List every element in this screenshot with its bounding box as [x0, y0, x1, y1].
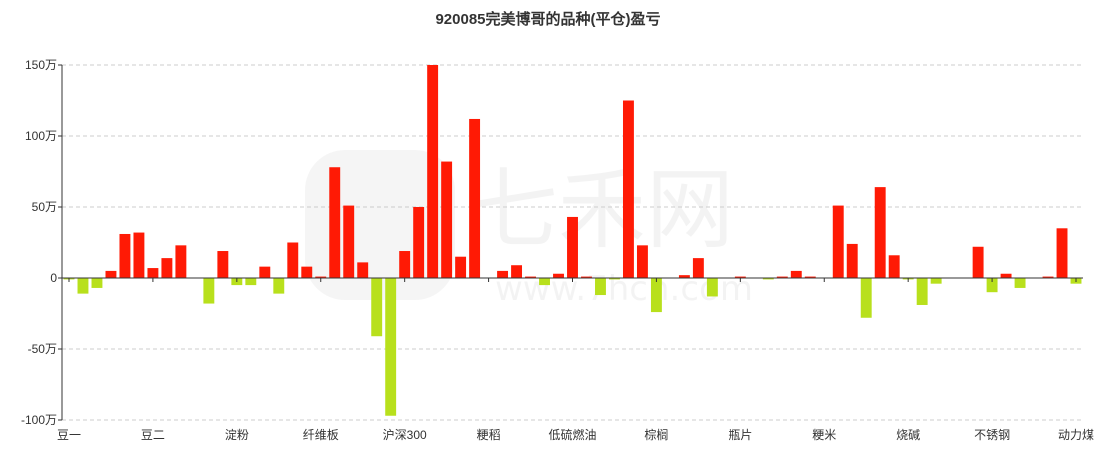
y-tick-label: 0: [50, 271, 57, 285]
bar: [622, 100, 634, 278]
x-tick-label: 沪深300: [383, 428, 427, 442]
bar: [245, 278, 257, 286]
x-tick-label: 低硫燃油: [548, 427, 596, 442]
watermark-brand: 七禾网: [470, 158, 734, 261]
y-tick-label: -50万: [28, 342, 57, 356]
bar: [497, 270, 509, 278]
bar: [1056, 228, 1068, 278]
bar: [581, 276, 592, 278]
bar: [609, 278, 620, 280]
bar: [399, 251, 411, 278]
bar: [595, 278, 606, 296]
bar: [706, 278, 718, 297]
bar: [986, 278, 998, 293]
bar: [315, 276, 327, 278]
x-tick-label: 不锈钢: [974, 428, 1010, 442]
bar: [636, 245, 648, 278]
bar: [119, 233, 131, 278]
bar: [259, 266, 271, 278]
chart-title: 920085完美博哥的品种(平仓)盈亏: [435, 11, 661, 28]
bar: [762, 278, 774, 280]
x-tick-label: 纤维板: [303, 428, 339, 442]
bar: [413, 207, 425, 278]
bar: [846, 243, 858, 278]
bar: [553, 273, 564, 278]
bar: [91, 278, 103, 288]
x-tick-label: 粳米: [812, 428, 836, 442]
bar: [385, 278, 397, 416]
bar: [133, 232, 145, 278]
x-tick-label: 淀粉: [225, 428, 249, 442]
bar: [539, 278, 550, 286]
bar: [567, 216, 578, 278]
bar: [832, 205, 844, 278]
bar: [161, 258, 173, 278]
bar: [301, 266, 313, 278]
grid: [58, 64, 1083, 421]
bar: [329, 167, 341, 278]
bar: [469, 118, 481, 279]
bar: [343, 205, 355, 278]
y-tick-label: -100万: [21, 413, 57, 427]
bar: [678, 275, 690, 278]
bar: [217, 251, 229, 278]
axes: [61, 65, 1083, 420]
bar: [650, 278, 662, 313]
bar: [273, 278, 285, 294]
x-tick-label: 棕榈: [644, 427, 668, 442]
x-tick-label: 豆一: [57, 428, 81, 442]
bar: [175, 245, 187, 278]
bar: [930, 278, 942, 284]
bar: [455, 256, 467, 278]
x-tick-label: 豆二: [141, 428, 165, 442]
bar: [916, 278, 928, 305]
bar: [441, 161, 453, 278]
bar: [692, 258, 704, 278]
y-tick-label: 100万: [25, 129, 57, 143]
x-tick-label: 粳稻: [477, 428, 501, 442]
bar: [790, 270, 802, 278]
bar: [105, 270, 117, 278]
x-tick-label: 动力煤: [1058, 428, 1094, 442]
bar: [77, 278, 89, 294]
bar: [888, 255, 900, 278]
bar: [287, 242, 299, 278]
bar: [972, 246, 984, 278]
bar: [203, 278, 215, 304]
x-tick-label: 瓶片: [728, 428, 752, 442]
bar: [525, 276, 536, 278]
y-tick-label: 50万: [32, 200, 57, 214]
bar: [734, 276, 746, 278]
bar: [371, 278, 383, 337]
watermark: 七禾网www.7hcn.com: [305, 150, 753, 309]
bar: [804, 276, 816, 278]
bar: [147, 268, 159, 278]
x-tick-label: 烧碱: [896, 428, 920, 442]
bars: [63, 65, 1082, 416]
y-tick-label: 150万: [25, 58, 57, 72]
bar: [776, 276, 788, 278]
bar: [1042, 276, 1054, 278]
bar: [357, 262, 369, 278]
bar: [860, 278, 872, 318]
bar: [427, 65, 439, 278]
bar: [1000, 273, 1012, 278]
bar: [874, 187, 886, 278]
bar: [1014, 278, 1026, 288]
bar: [511, 265, 523, 278]
